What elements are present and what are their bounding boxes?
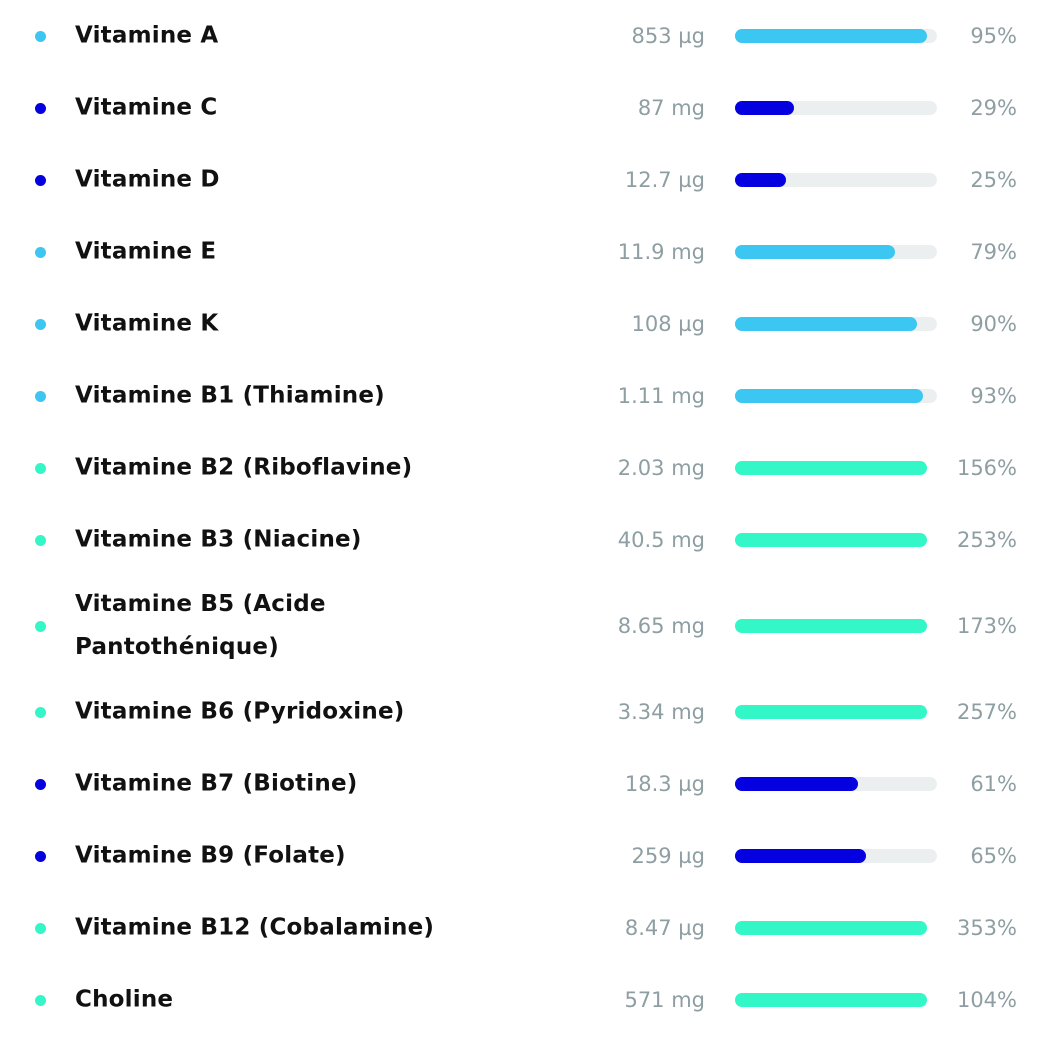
nutrient-amount: 18.3 µg [624,772,705,796]
nutrient-percent: 156% [956,456,1017,480]
progress-fill [735,849,867,863]
nutrient-row: Vitamine B12 (Cobalamine) 8.47 µg 353% [0,892,1040,964]
status-dot-icon [35,103,46,114]
progress-bar [735,849,937,863]
nutrient-row: Vitamine K 108 µg 90% [0,288,1040,360]
nutrient-name: Vitamine B6 (Pyridoxine) [75,698,405,725]
nutrient-name: Vitamine E [75,238,217,265]
nutrient-name: Choline [75,986,174,1013]
nutrient-amount: 12.7 µg [624,168,705,192]
nutrient-percent: 79% [970,240,1017,264]
nutrient-row: Vitamine E 11.9 mg 79% [0,216,1040,288]
nutrient-name: Vitamine B2 (Riboflavine) [75,454,413,481]
status-dot-icon [35,779,46,790]
status-dot-icon [35,707,46,718]
progress-bar [735,101,937,115]
nutrient-row: Vitamine B3 (Niacine) 40.5 mg 253% [0,504,1040,576]
progress-bar [735,533,937,547]
nutrient-name: Vitamine B12 (Cobalamine) [75,914,435,941]
nutrient-percent: 65% [970,844,1017,868]
progress-fill [735,245,895,259]
nutrient-row: Vitamine A 853 µg 95% [0,0,1040,72]
nutrient-row: Vitamine B5 (Acide Pantothénique) 8.65 mg… [0,576,1040,676]
status-dot-icon [35,535,46,546]
progress-bar [735,173,937,187]
status-dot-icon [35,247,46,258]
progress-bar [735,317,937,331]
progress-bar [735,29,937,43]
progress-bar [735,705,937,719]
nutrient-row: Vitamine B7 (Biotine) 18.3 µg 61% [0,748,1040,820]
nutrient-amount: 1.11 mg [617,384,705,408]
progress-bar [735,993,937,1007]
nutrient-name: Vitamine B7 (Biotine) [75,770,358,797]
status-dot-icon [35,851,46,862]
nutrient-row: Vitamine C 87 mg 29% [0,72,1040,144]
nutrient-row: Choline 571 mg 104% [0,964,1040,1036]
nutrient-amount: 8.47 µg [624,916,705,940]
nutrient-amount: 2.03 mg [617,456,705,480]
progress-fill [735,777,859,791]
nutrient-percent: 253% [956,528,1017,552]
progress-fill [735,533,927,547]
progress-bar [735,921,937,935]
status-dot-icon [35,175,46,186]
nutrient-percent: 61% [970,772,1017,796]
nutrient-amount: 853 µg [631,24,705,48]
nutrient-percent: 90% [970,312,1017,336]
nutrient-amount: 40.5 mg [617,528,705,552]
nutrient-row: Vitamine B9 (Folate) 259 µg 65% [0,820,1040,892]
status-dot-icon [35,319,46,330]
progress-bar [735,619,937,633]
nutrient-percent: 257% [956,700,1017,724]
nutrient-amount: 8.65 mg [617,614,705,638]
progress-fill [735,389,923,403]
nutrient-name: Vitamine K [75,310,219,337]
progress-bar [735,777,937,791]
status-dot-icon [35,995,46,1006]
progress-bar [735,389,937,403]
progress-fill [735,173,786,187]
progress-fill [735,993,927,1007]
nutrient-percent: 93% [970,384,1017,408]
nutrient-amount: 3.34 mg [617,700,705,724]
nutrient-percent: 25% [970,168,1017,192]
nutrient-percent: 95% [970,24,1017,48]
progress-fill [735,461,927,475]
status-dot-icon [35,31,46,42]
nutrient-name: Vitamine B1 (Thiamine) [75,382,385,409]
nutrient-name: Vitamine B9 (Folate) [75,842,346,869]
nutrient-amount: 87 mg [637,96,705,120]
nutrient-name: Vitamine C [75,94,218,121]
progress-fill [735,317,917,331]
nutrient-percent: 104% [956,988,1017,1012]
progress-bar [735,245,937,259]
progress-bar [735,461,937,475]
nutrient-row: Vitamine B1 (Thiamine) 1.11 mg 93% [0,360,1040,432]
nutrient-percent: 29% [970,96,1017,120]
progress-fill [735,619,927,633]
nutrient-amount: 571 mg [624,988,705,1012]
nutrient-amount: 108 µg [631,312,705,336]
progress-fill [735,29,927,43]
nutrient-row: Vitamine B6 (Pyridoxine) 3.34 mg 257% [0,676,1040,748]
nutrient-percent: 353% [956,916,1017,940]
nutrient-name: Vitamine B5 (Acide Pantothénique) [75,591,326,660]
progress-fill [735,101,794,115]
nutrient-row: Vitamine D 12.7 µg 25% [0,144,1040,216]
status-dot-icon [35,391,46,402]
status-dot-icon [35,621,46,632]
nutrient-amount: 259 µg [631,844,705,868]
progress-fill [735,705,927,719]
status-dot-icon [35,463,46,474]
progress-fill [735,921,927,935]
status-dot-icon [35,923,46,934]
nutrient-amount: 11.9 mg [617,240,705,264]
nutrient-name: Vitamine B3 (Niacine) [75,526,362,553]
nutrient-name: Vitamine D [75,166,220,193]
nutrient-row: Vitamine B2 (Riboflavine) 2.03 mg 156% [0,432,1040,504]
nutrient-percent: 173% [956,614,1017,638]
nutrient-name: Vitamine A [75,22,219,49]
